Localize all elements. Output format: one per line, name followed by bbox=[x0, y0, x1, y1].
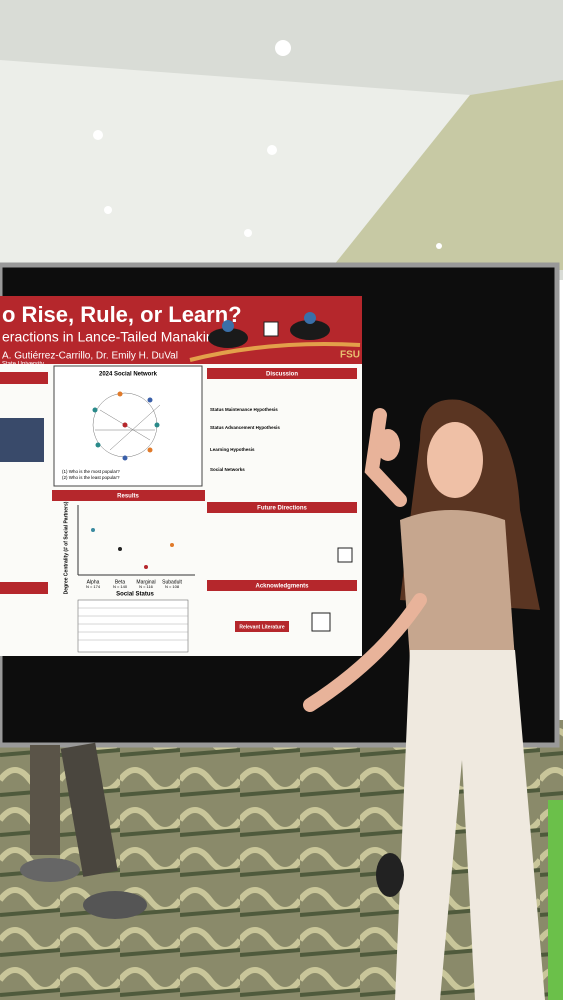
poster-affiliation: State University bbox=[2, 362, 44, 368]
person bbox=[303, 399, 545, 1000]
hypothesis: Learning Hypothesis bbox=[210, 447, 255, 452]
group-label: Subadult bbox=[162, 579, 182, 585]
wall bbox=[330, 80, 563, 270]
qr-code bbox=[337, 547, 353, 563]
group-label: Alpha bbox=[87, 579, 100, 585]
hypothesis: Social Networks bbox=[210, 467, 245, 472]
button-label: Relevant Literature bbox=[239, 624, 285, 630]
stats-table bbox=[77, 599, 189, 653]
section-bar bbox=[207, 502, 357, 513]
question: (2) Who is the least popular? bbox=[62, 475, 120, 480]
poster-subtitle: eractions in Lance-Tailed Manakins bbox=[2, 329, 221, 345]
logo: FSU bbox=[340, 350, 360, 361]
section-bar bbox=[52, 490, 205, 501]
table-lines bbox=[78, 607, 188, 641]
ceiling-lights bbox=[93, 40, 442, 249]
question: (1) Who is the most popular? bbox=[62, 469, 120, 474]
x-axis-label: Social Status bbox=[116, 592, 154, 598]
hypothesis: Status Maintenance Hypothesis bbox=[210, 407, 278, 412]
bag bbox=[376, 853, 404, 897]
qr-code bbox=[263, 321, 279, 337]
network-title: 2024 Social Network bbox=[99, 372, 158, 378]
ceiling-panel bbox=[0, 60, 470, 270]
section-bar bbox=[0, 372, 48, 384]
hypothesis: Status Advancement Hypothesis bbox=[210, 425, 280, 430]
button bbox=[235, 621, 289, 632]
group-n: N = 108 bbox=[165, 584, 180, 589]
passerby bbox=[20, 742, 147, 919]
group-n: N = 174 bbox=[86, 584, 101, 589]
group-n: N = 140 bbox=[113, 584, 128, 589]
y-axis-label: Degree Centrality (# of Social Partners) bbox=[63, 501, 69, 594]
group-label: Marginal bbox=[136, 579, 155, 585]
section-bar bbox=[207, 580, 357, 591]
birds bbox=[189, 312, 361, 362]
photo bbox=[0, 418, 44, 462]
network-nodes bbox=[92, 391, 160, 461]
qr-code bbox=[311, 612, 331, 632]
poster-authors: A. Gutiérrez-Carrillo, Dr. Emily H. DuVa… bbox=[2, 351, 178, 362]
network-box bbox=[53, 365, 203, 487]
section-title: Future Directions bbox=[257, 506, 307, 512]
section-title: Discussion bbox=[266, 372, 298, 378]
section-bar bbox=[0, 582, 48, 594]
green-bag bbox=[548, 800, 563, 1000]
section-title: Results bbox=[117, 494, 139, 500]
section-title: Acknowledgments bbox=[255, 584, 309, 590]
group-n: N = 116 bbox=[139, 584, 154, 589]
section-bar bbox=[207, 368, 357, 379]
group-label: Beta bbox=[115, 579, 126, 585]
poster-title: o Rise, Rule, or Learn? bbox=[2, 302, 242, 327]
points bbox=[91, 528, 174, 569]
